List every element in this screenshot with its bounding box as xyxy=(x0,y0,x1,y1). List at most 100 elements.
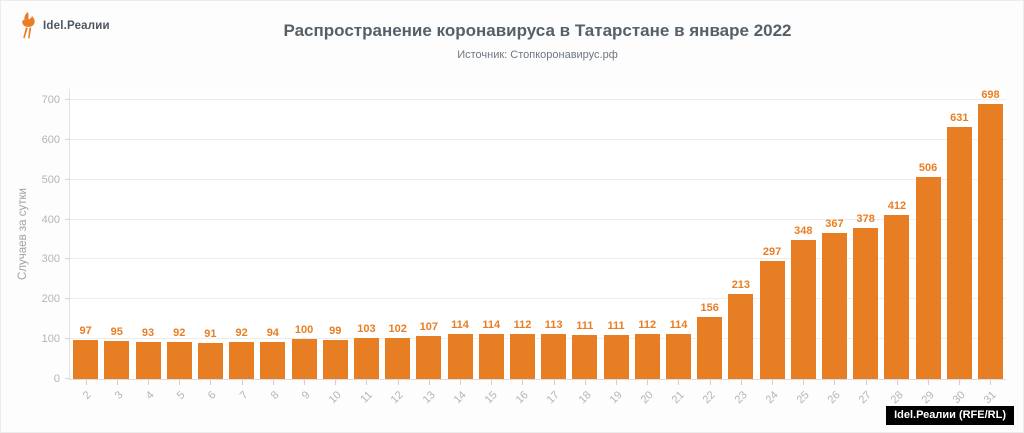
bar-group: 111 18 xyxy=(569,89,600,406)
x-tick-label: 9 xyxy=(299,389,313,402)
y-tick-label: 200 xyxy=(41,293,60,306)
x-axis-tick xyxy=(272,380,274,385)
x-tick-label: 28 xyxy=(888,389,906,407)
bar xyxy=(853,228,879,379)
bar xyxy=(322,339,348,379)
x-axis-tick xyxy=(616,380,618,385)
bar-group: 156 22 xyxy=(694,89,725,406)
bar-value-label: 92 xyxy=(173,327,186,340)
x-tick-label: 29 xyxy=(919,389,937,407)
bar-value-label: 412 xyxy=(887,199,907,212)
bar-group: 91 6 xyxy=(195,89,226,402)
bar xyxy=(229,342,255,379)
bar-value-label: 102 xyxy=(388,323,407,336)
x-tick-label: 14 xyxy=(451,389,469,407)
bar-value-label: 107 xyxy=(419,321,439,334)
y-tick-label: 100 xyxy=(41,333,60,346)
gridline xyxy=(70,338,1006,340)
x-axis-tick xyxy=(116,380,118,385)
x-tick-label: 15 xyxy=(482,389,500,407)
y-tick-label: 300 xyxy=(41,253,60,266)
gridline xyxy=(70,98,1006,100)
gridline xyxy=(70,178,1006,180)
y-axis-title: Случаев за сутки xyxy=(17,188,29,280)
x-tick-label: 19 xyxy=(607,389,625,407)
bar-group: 93 4 xyxy=(132,89,163,402)
chart: 0 100 200 300 400 500 600 700 97 2 95 3 93 4 92 5 91 6 92 7… xyxy=(42,89,1006,406)
x-axis-tick xyxy=(647,380,649,385)
bar-value-label: 95 xyxy=(110,326,123,339)
x-axis-tick xyxy=(210,380,212,385)
bar-value-label: 100 xyxy=(294,324,314,337)
bar-value-label: 631 xyxy=(950,112,969,125)
x-axis-tick xyxy=(85,380,87,385)
y-axis-tick xyxy=(65,338,70,340)
x-tick-label: 17 xyxy=(544,389,563,407)
bar-group: 94 8 xyxy=(257,89,288,402)
gridline xyxy=(70,258,1006,260)
bar xyxy=(478,333,504,379)
bar-value-label: 94 xyxy=(266,326,279,339)
bar-value-label: 112 xyxy=(638,319,657,332)
x-tick-label: 25 xyxy=(794,389,812,407)
x-axis-tick xyxy=(678,380,680,385)
bar xyxy=(104,341,130,379)
x-axis-tick xyxy=(366,380,368,385)
bar xyxy=(447,333,473,379)
x-axis-tick xyxy=(990,380,992,385)
bar-value-label: 93 xyxy=(141,326,155,339)
bar xyxy=(915,177,941,379)
bars-row: 97 2 95 3 93 4 92 5 91 6 92 7 94 8 100 9 99 10 103 11 102 12 1… xyxy=(70,89,1006,406)
bar-group: 506 29 xyxy=(912,89,943,406)
y-axis-tick xyxy=(65,378,70,379)
bar xyxy=(603,334,629,379)
bar-group: 107 13 xyxy=(413,89,444,406)
bar-group: 97 2 xyxy=(70,89,101,402)
bar-value-label: 213 xyxy=(731,279,751,292)
y-axis-tick xyxy=(65,138,70,140)
gridline xyxy=(70,138,1006,140)
plot-area: 0 100 200 300 400 500 600 700 97 2 95 3 93 4 92 5 91 6 92 7… xyxy=(42,89,1006,406)
site-logo-label: Idel.Реалии xyxy=(43,19,110,32)
x-axis-tick xyxy=(584,380,586,385)
bar-value-label: 113 xyxy=(544,318,563,331)
y-tick-label: 500 xyxy=(41,173,60,186)
bar-value-label: 698 xyxy=(981,89,1000,101)
x-axis-tick xyxy=(740,380,742,385)
bar-value-label: 111 xyxy=(607,319,625,332)
y-axis-tick xyxy=(65,258,70,260)
x-tick-label: 27 xyxy=(857,389,875,407)
x-axis-tick xyxy=(896,380,898,385)
y-tick-label: 0 xyxy=(53,373,60,385)
x-axis-tick xyxy=(148,380,149,385)
bar-group: 112 20 xyxy=(632,89,663,406)
bar-value-label: 367 xyxy=(825,217,844,230)
x-axis-tick xyxy=(553,380,555,385)
bar xyxy=(385,338,411,379)
bar-value-label: 506 xyxy=(918,162,938,175)
bar xyxy=(260,341,286,379)
x-tick-label: 3 xyxy=(112,389,126,402)
bar-group: 92 7 xyxy=(226,89,257,402)
gridline xyxy=(70,298,1006,300)
bar-value-label: 156 xyxy=(700,301,719,314)
x-tick-label: 20 xyxy=(638,389,656,407)
x-tick-label: 12 xyxy=(388,389,407,407)
bar-group: 99 10 xyxy=(320,89,351,406)
x-tick-label: 22 xyxy=(701,389,719,407)
x-axis-tick xyxy=(709,380,711,385)
bar xyxy=(166,342,192,379)
x-tick-label: 18 xyxy=(576,389,594,407)
chart-title: Распространение коронавируса в Татарстан… xyxy=(283,21,792,40)
x-tick-label: 11 xyxy=(358,389,375,406)
bar-group: 113 17 xyxy=(538,89,569,406)
bar-value-label: 378 xyxy=(856,213,875,226)
bar xyxy=(884,214,910,379)
x-tick-label: 30 xyxy=(950,389,968,407)
x-tick-label: 13 xyxy=(420,389,438,407)
bar-group: 348 25 xyxy=(788,89,819,406)
bar xyxy=(197,342,223,379)
x-axis-tick xyxy=(959,380,961,385)
bar-value-label: 297 xyxy=(762,245,782,258)
x-tick-label: 24 xyxy=(763,389,781,407)
